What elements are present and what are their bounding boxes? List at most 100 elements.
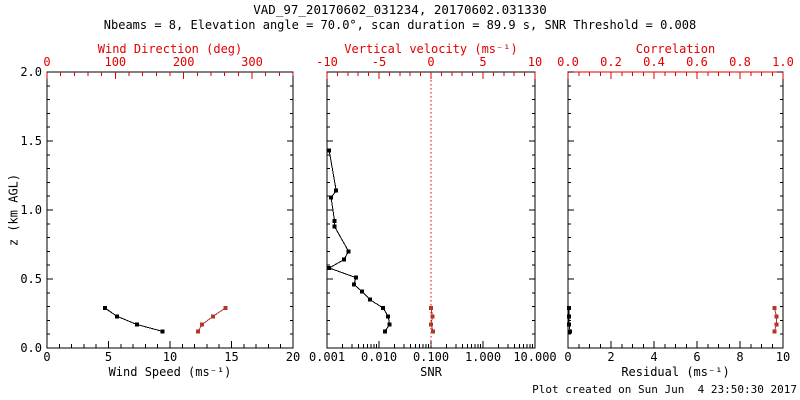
snr-top-tick-label: 0 [427, 55, 434, 69]
wind-bottom-ticks [46, 341, 294, 348]
wind_direction-series [196, 305, 228, 334]
wind_direction-point [223, 305, 228, 310]
y-tick-label: 2.0 [20, 65, 42, 79]
wind_direction-point [211, 314, 216, 319]
wind-top-tick-label: 200 [173, 55, 195, 69]
residual-bottom-tick-label: 10 [776, 350, 790, 364]
vertical_velocity-point [430, 314, 435, 319]
wind-bottom-tick-label: 10 [163, 350, 177, 364]
plot-title: VAD_97_20170602_031234, 20170602.031330 [253, 2, 547, 17]
snr-top-tick-label: -5 [372, 55, 386, 69]
residual-top-ticks [567, 72, 784, 79]
snr_profile-point [341, 257, 346, 262]
wind-frame [46, 71, 294, 349]
snr_profile-point [332, 224, 337, 229]
residual-top-tick-label: 0.2 [600, 55, 622, 69]
snr_profile-point [359, 289, 364, 294]
residual-bottom-tick-label: 0 [564, 350, 571, 364]
wind-bottom-tick-label: 5 [105, 350, 112, 364]
snr-top-tick-label: 5 [479, 55, 486, 69]
wind_direction-point [196, 329, 201, 334]
snr_profile-point [327, 265, 332, 270]
snr-bottom-ticks [326, 341, 536, 348]
correlation-point [772, 305, 777, 310]
y-tick-label: 1.5 [20, 134, 42, 148]
snr-bottom-tick-label: 0.100 [413, 350, 449, 364]
wind-direction-axis-title: Wind Direction (deg) [97, 42, 243, 56]
residual-bottom-tick-label: 8 [736, 350, 743, 364]
y-tick-label: 1.0 [20, 203, 42, 217]
snr-top-tick-label: -10 [316, 55, 338, 69]
snr-y-ticks [327, 71, 535, 349]
snr_profile-point [367, 297, 372, 302]
correlation-axis-title: Correlation [635, 42, 716, 56]
correlation-point [772, 329, 777, 334]
residual-bottom-tick-label: 6 [693, 350, 700, 364]
vertical_velocity-point [429, 305, 433, 310]
wind-top-tick-label: 0 [43, 55, 50, 69]
wind_speed-point [160, 329, 165, 334]
snr_profile-point [387, 322, 392, 327]
wind_direction-point [200, 322, 205, 327]
wind-top-ticks [46, 72, 294, 79]
snr_profile-point [382, 329, 387, 334]
wind_speed-point [115, 314, 120, 319]
wind-y-ticks [47, 71, 293, 349]
plot-created-timestamp: Plot created on Sun Jun 4 23:50:30 2017 [532, 383, 797, 396]
correlation-point [774, 314, 779, 319]
y-tick-label: 0.0 [20, 341, 42, 355]
residual-bottom-tick-label: 2 [607, 350, 614, 364]
wind_speed-point [134, 322, 139, 327]
residual_profile-point [567, 322, 572, 327]
residual-frame [567, 71, 784, 349]
residual-bottom-tick-label: 4 [650, 350, 657, 364]
snr-bottom-tick-label: 10.000 [513, 350, 556, 364]
vertical_velocity-point [429, 322, 433, 327]
wind-top-tick-label: 100 [104, 55, 126, 69]
snr-bottom-tick-label: 1.000 [465, 350, 501, 364]
snr_profile-point [353, 275, 358, 280]
vertical_velocity-point [431, 329, 436, 334]
snr-bottom-tick-label: 0.010 [361, 350, 397, 364]
residual-top-tick-label: 0.4 [643, 55, 665, 69]
wind-bottom-tick-label: 15 [224, 350, 238, 364]
residual-top-tick-label: 1.0 [772, 55, 794, 69]
snr_profile-point [346, 249, 351, 254]
residual-top-tick-label: 0.0 [557, 55, 579, 69]
correlation-point [774, 322, 779, 327]
residual-panel: 0 2 4 6 8 10 0.0 0.2 0.4 0.6 0.8 1.0 [557, 55, 794, 364]
residual-top-tick-label: 0.8 [729, 55, 751, 69]
wind-top-tick-label: 300 [241, 55, 263, 69]
plot-subtitle: Nbeams = 8, Elevation angle = 70.0°, sca… [103, 18, 697, 32]
residual-bottom-ticks [567, 341, 784, 348]
wind_speed-point [102, 305, 107, 310]
snr_profile-point [329, 195, 334, 200]
residual_profile-point [567, 314, 572, 319]
snr-top-tick-label: 10 [528, 55, 542, 69]
y-tick-label: 0.5 [20, 272, 42, 286]
snr_profile-point [386, 314, 391, 319]
wind-bottom-tick-label: 0 [43, 350, 50, 364]
residual-top-tick-label: 0.6 [686, 55, 708, 69]
vertical_velocity-series [429, 305, 436, 334]
snr_profile-point [332, 219, 337, 224]
snr_profile-point [334, 188, 339, 193]
snr-axis-title: SNR [420, 365, 442, 379]
snr_profile-point [351, 282, 356, 287]
snr_profile-point [327, 148, 332, 153]
residual_profile-point [567, 305, 572, 310]
wind_speed-series [102, 305, 165, 334]
snr_profile-series [327, 148, 392, 334]
wind-bottom-tick-label: 20 [286, 350, 300, 364]
snr_profile-point [381, 305, 386, 310]
residual_profile-point [568, 329, 573, 334]
residual_profile-series [567, 305, 573, 334]
vertical-velocity-axis-title: Vertical velocity (ms⁻¹) [344, 42, 518, 56]
snr-panel: 0.001 0.010 0.100 1.000 10.000 -10 -5 0 5 10 [309, 55, 557, 364]
residual-y-ticks [568, 71, 783, 349]
wind-speed-axis-title: Wind Speed (ms⁻¹) [108, 365, 232, 379]
snr-bottom-tick-label: 0.001 [309, 350, 345, 364]
